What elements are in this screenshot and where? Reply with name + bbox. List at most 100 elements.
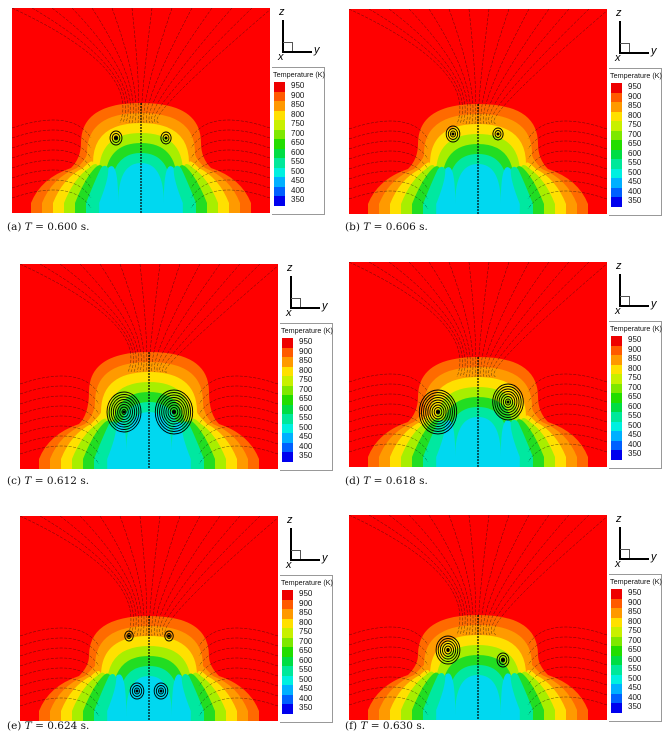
colorbar-label: 550 (291, 157, 305, 166)
z-axis-label: z (279, 6, 285, 18)
y-axis-line (282, 51, 312, 53)
colorbar-swatch (611, 159, 622, 169)
axis-triad: z y x (274, 6, 324, 68)
y-axis-line (290, 307, 320, 309)
plot-panel-e (20, 516, 278, 721)
y-axis-line (619, 305, 649, 307)
axis-corner (291, 298, 301, 308)
colorbar-label: 400 (299, 441, 313, 451)
colorbar-swatch (282, 599, 293, 609)
caption-variable: T (24, 475, 32, 487)
colorbar-swatch (282, 376, 293, 386)
colorbar-swatch (274, 139, 285, 149)
colorbar-label: 850 (299, 608, 313, 617)
y-axis-label: y (322, 552, 328, 564)
colorbar-swatch (282, 338, 293, 348)
colorbar-label: 950 (628, 335, 642, 344)
colorbar-label: 750 (299, 375, 313, 384)
colorbar-label: 400 (628, 186, 642, 196)
colorbar-swatch (282, 433, 293, 443)
y-axis-line (619, 558, 649, 560)
temperature-contour (349, 9, 607, 214)
colorbar-label: 450 (628, 683, 642, 692)
colorbar-swatch (274, 196, 285, 206)
colorbar-label: 550 (299, 413, 313, 422)
colorbar-label: 450 (299, 432, 313, 441)
colorbar-label: 800 (628, 363, 642, 373)
colorbar-label: 550 (628, 664, 642, 673)
colorbar-swatch (611, 693, 622, 703)
caption-label: (f) (345, 720, 358, 732)
colorbar-swatch (611, 646, 622, 656)
caption-variable: T (360, 720, 368, 732)
colorbar-label: 950 (628, 588, 642, 597)
colorbar-swatch (274, 148, 285, 158)
colorbar-label: 500 (299, 422, 313, 432)
colorbar-label: 550 (628, 411, 642, 420)
colorbar-swatch (282, 414, 293, 424)
colorbar-swatch (274, 158, 285, 168)
temperature-contour (12, 8, 270, 213)
colorbar-swatch (611, 102, 622, 112)
colorbar-swatch (282, 404, 293, 414)
temperature-legend: Temperature (K) 950 900 850 800 750 700 650 600… (609, 321, 662, 469)
colorbar-swatch (282, 656, 293, 666)
colorbar-swatch (611, 130, 622, 140)
colorbar-swatch (282, 694, 293, 704)
colorbar (611, 589, 622, 713)
colorbar-swatch (282, 675, 293, 685)
colorbar-swatch (611, 450, 622, 460)
caption-c: (c) T = 0.612 s. (7, 475, 89, 487)
caption-variable: T (363, 221, 371, 233)
caption-a: (a) T = 0.600 s. (7, 221, 89, 233)
y-axis-line (290, 559, 320, 561)
colorbar-swatch (282, 628, 293, 638)
colorbar-label: 400 (628, 692, 642, 702)
caption-value: = 0.618 s. (373, 475, 428, 487)
axis-corner (620, 43, 630, 53)
colorbar-swatch (282, 452, 293, 462)
colorbar (274, 82, 285, 206)
colorbar-label: 450 (291, 176, 305, 185)
z-axis-line (290, 528, 292, 560)
temperature-legend: Temperature (K) 950 900 850 800 750 700 650 600… (280, 575, 333, 723)
colorbar (282, 338, 293, 462)
temperature-legend: Temperature (K) 950 900 850 800 750 700 650 600… (280, 323, 333, 471)
colorbar-labels: 950 900 850 800 750 700 650 600 550 500 450 400 350 (628, 82, 641, 206)
colorbar-label: 450 (628, 177, 642, 186)
legend-title: Temperature (K) (281, 326, 333, 335)
colorbar-swatch (611, 383, 622, 393)
colorbar-label: 600 (291, 147, 305, 157)
colorbar-label: 350 (628, 196, 642, 205)
colorbar-swatch (611, 636, 622, 646)
colorbar-swatch (611, 364, 622, 374)
colorbar-label: 850 (628, 354, 642, 363)
colorbar-swatch (611, 345, 622, 355)
colorbar-label: 950 (628, 82, 642, 91)
colorbar-swatch (274, 120, 285, 130)
colorbar-swatch (282, 704, 293, 714)
caption-e: (e) T = 0.624 s. (7, 720, 89, 732)
caption-label: (c) (7, 475, 22, 487)
y-axis-label: y (651, 298, 657, 310)
caption-variable: T (24, 720, 32, 732)
colorbar-label: 650 (299, 394, 313, 403)
colorbar-labels: 950 900 850 800 750 700 650 600 550 500 450 400 350 (299, 589, 312, 713)
temperature-contour (349, 515, 607, 720)
colorbar-label: 750 (628, 626, 642, 635)
colorbar-label: 650 (291, 138, 305, 147)
colorbar-swatch (611, 703, 622, 713)
colorbar-label: 700 (628, 382, 642, 392)
colorbar-swatch (611, 187, 622, 197)
colorbar-label: 850 (628, 607, 642, 616)
colorbar-label: 750 (299, 627, 313, 636)
z-axis-line (619, 21, 621, 53)
colorbar-swatch (274, 167, 285, 177)
colorbar-swatch (274, 177, 285, 187)
colorbar-swatch (611, 336, 622, 346)
caption-b: (b) T = 0.606 s. (345, 221, 428, 233)
colorbar-swatch (611, 617, 622, 627)
legend-title: Temperature (K) (610, 577, 662, 586)
x-axis-label: x (286, 559, 292, 571)
colorbar-label: 350 (291, 195, 305, 204)
